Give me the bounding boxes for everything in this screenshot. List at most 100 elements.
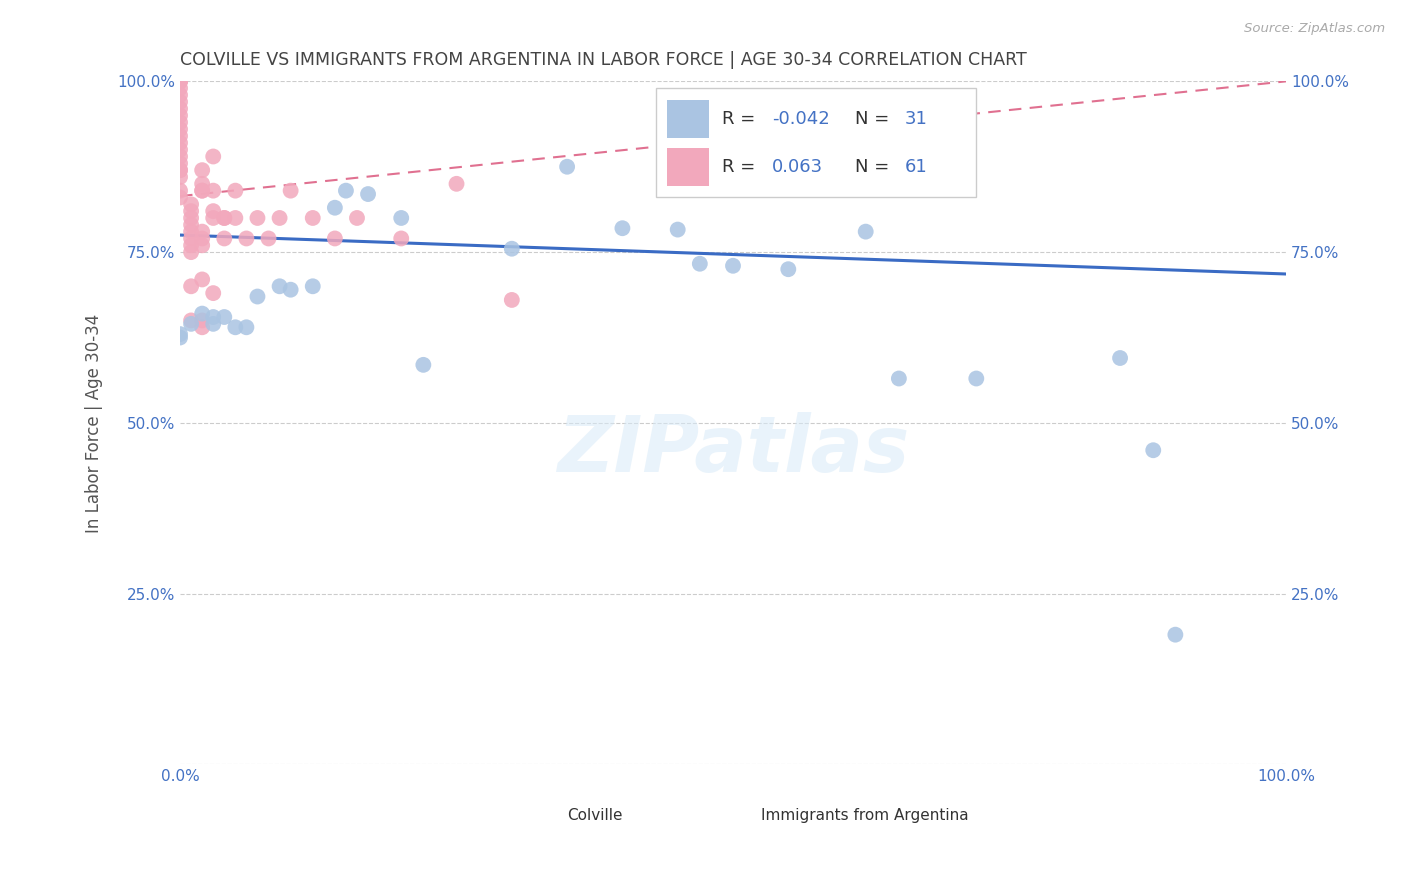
Point xyxy=(169,163,191,178)
Point xyxy=(169,330,191,344)
Point xyxy=(180,204,202,219)
Point xyxy=(169,169,191,184)
Text: N =: N = xyxy=(855,158,894,176)
Point xyxy=(446,177,468,191)
Point xyxy=(169,136,191,150)
Point xyxy=(214,231,236,245)
Point xyxy=(202,286,225,301)
Point xyxy=(191,163,214,178)
Text: ZIPatlas: ZIPatlas xyxy=(557,412,910,488)
Point xyxy=(191,184,214,198)
Point xyxy=(269,279,291,293)
Point xyxy=(301,279,323,293)
Point xyxy=(191,231,214,245)
Point xyxy=(389,211,412,225)
Text: 0.063: 0.063 xyxy=(772,158,823,176)
Point xyxy=(202,317,225,331)
Point xyxy=(191,238,214,252)
Point xyxy=(235,320,257,334)
Point xyxy=(269,211,291,225)
FancyBboxPatch shape xyxy=(666,148,709,186)
Point xyxy=(180,279,202,293)
Point xyxy=(246,211,269,225)
Point xyxy=(169,95,191,109)
Point xyxy=(1142,443,1164,458)
Point xyxy=(169,81,191,95)
Point xyxy=(180,225,202,239)
Text: -0.042: -0.042 xyxy=(772,110,830,128)
Text: 31: 31 xyxy=(904,110,928,128)
Point xyxy=(191,177,214,191)
Point xyxy=(1109,351,1132,365)
Point xyxy=(191,225,214,239)
Point xyxy=(346,211,368,225)
Point xyxy=(323,201,346,215)
Point xyxy=(280,283,302,297)
Point xyxy=(169,156,191,170)
FancyBboxPatch shape xyxy=(706,804,748,828)
Text: N =: N = xyxy=(855,110,894,128)
Point xyxy=(169,128,191,143)
Point xyxy=(169,149,191,163)
Point xyxy=(180,197,202,211)
Point xyxy=(778,262,800,277)
FancyBboxPatch shape xyxy=(666,100,709,137)
Point xyxy=(169,190,191,204)
Text: R =: R = xyxy=(721,158,761,176)
Point xyxy=(357,187,380,202)
Point xyxy=(169,108,191,122)
Point xyxy=(1164,628,1187,642)
Point xyxy=(323,231,346,245)
Point xyxy=(855,225,877,239)
Point xyxy=(169,74,191,88)
FancyBboxPatch shape xyxy=(512,804,554,828)
Text: 61: 61 xyxy=(904,158,927,176)
Point xyxy=(202,149,225,163)
Point xyxy=(721,259,744,273)
Point xyxy=(202,204,225,219)
Text: Colville: Colville xyxy=(567,808,623,823)
Point xyxy=(965,371,987,385)
Point xyxy=(224,211,246,225)
Point xyxy=(612,221,634,235)
Point xyxy=(169,327,191,342)
Point xyxy=(412,358,434,372)
Point xyxy=(180,313,202,327)
Point xyxy=(202,211,225,225)
Point xyxy=(169,115,191,129)
Point xyxy=(169,122,191,136)
Point xyxy=(202,310,225,324)
Point xyxy=(191,184,214,198)
Point xyxy=(214,310,236,324)
Point xyxy=(191,313,214,327)
Point xyxy=(214,211,236,225)
Point xyxy=(169,74,191,88)
Point xyxy=(180,211,202,225)
Point xyxy=(191,320,214,334)
Point xyxy=(202,184,225,198)
Point xyxy=(246,289,269,303)
Point xyxy=(235,231,257,245)
Text: Source: ZipAtlas.com: Source: ZipAtlas.com xyxy=(1244,22,1385,36)
Point xyxy=(224,184,246,198)
Point xyxy=(280,184,302,198)
FancyBboxPatch shape xyxy=(655,88,976,197)
Point xyxy=(501,293,523,307)
Point xyxy=(666,222,689,236)
Point xyxy=(180,238,202,252)
Point xyxy=(180,317,202,331)
Point xyxy=(180,231,202,245)
Point xyxy=(169,143,191,157)
Point xyxy=(191,307,214,321)
Point xyxy=(257,231,280,245)
Point xyxy=(169,74,191,88)
Point xyxy=(180,245,202,260)
Point xyxy=(224,320,246,334)
Point xyxy=(555,160,578,174)
Point xyxy=(301,211,323,225)
Text: COLVILLE VS IMMIGRANTS FROM ARGENTINA IN LABOR FORCE | AGE 30-34 CORRELATION CHA: COLVILLE VS IMMIGRANTS FROM ARGENTINA IN… xyxy=(180,51,1026,69)
Point xyxy=(887,371,910,385)
Point xyxy=(191,272,214,286)
Point xyxy=(169,163,191,178)
Point xyxy=(169,88,191,103)
